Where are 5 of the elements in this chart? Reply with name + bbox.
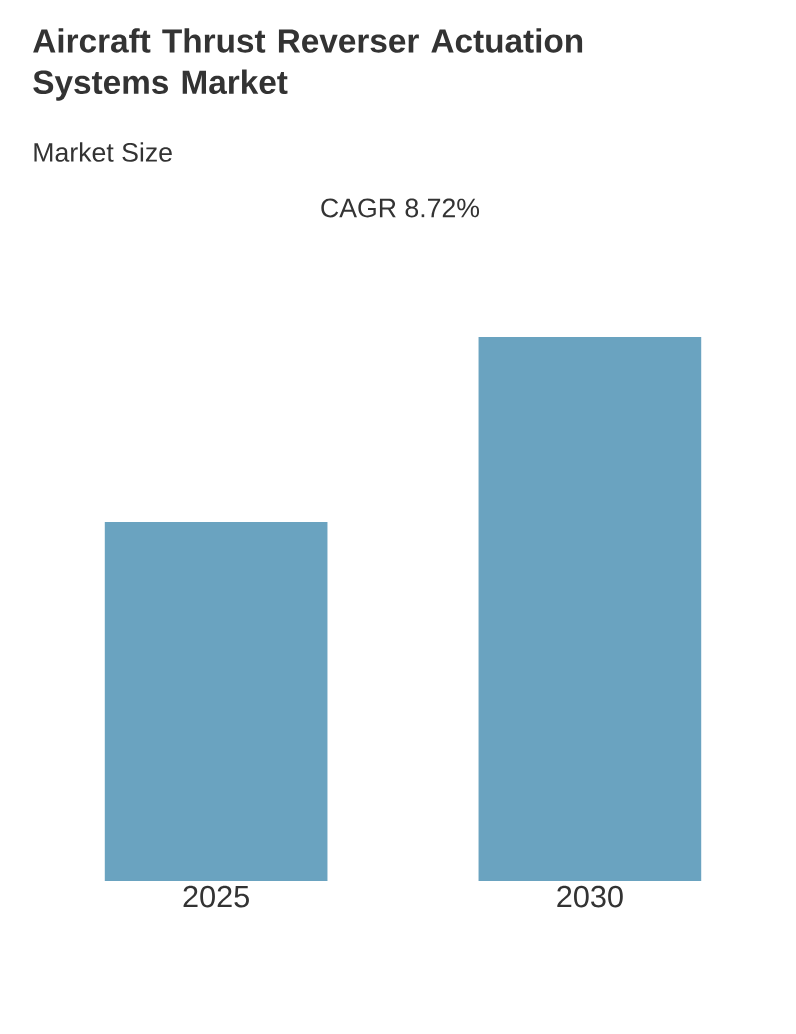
text: CAGR 8.72% xyxy=(321,198,480,218)
x-tick-label: 2025 xyxy=(183,885,249,908)
chart-title: Aircraft Thrust Reverser Actuation Systems Market xyxy=(33,28,583,101)
x-tick-label: 2030 xyxy=(557,885,623,908)
chart-subtitle: Market Size xyxy=(34,142,172,162)
